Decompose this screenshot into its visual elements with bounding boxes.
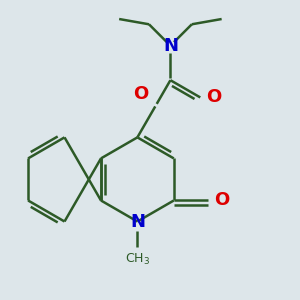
Text: N: N [163,37,178,55]
Text: CH$_3$: CH$_3$ [125,252,150,267]
Text: O: O [133,85,148,103]
Text: O: O [206,88,221,106]
Text: N: N [130,212,145,230]
Text: O: O [214,191,229,209]
